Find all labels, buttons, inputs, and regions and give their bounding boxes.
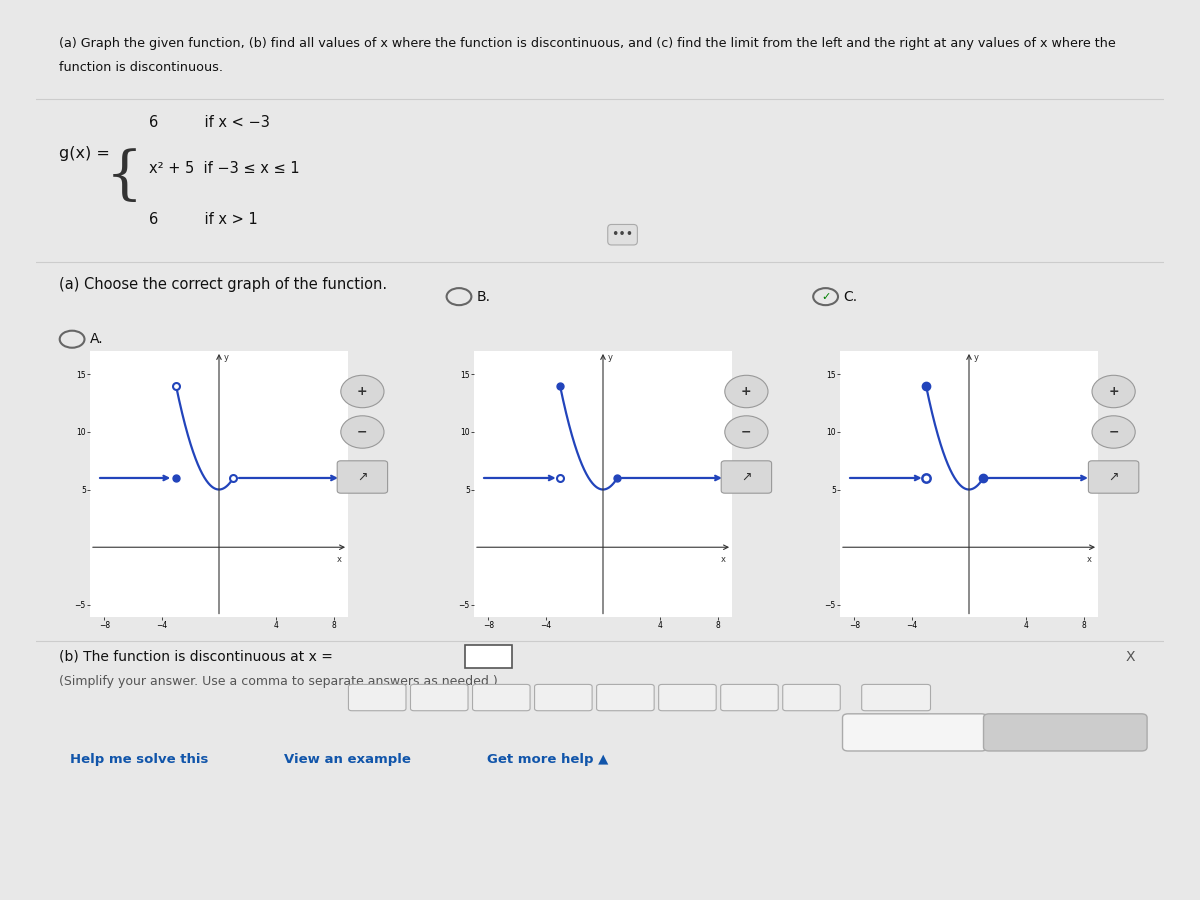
Text: A.: A. [90,332,103,347]
Text: −: − [1109,426,1118,438]
Text: (a) Choose the correct graph of the function.: (a) Choose the correct graph of the func… [59,277,386,292]
Text: {: { [106,148,143,204]
FancyBboxPatch shape [410,684,468,711]
Text: ▤: ▤ [434,693,444,703]
Text: y: y [973,353,978,362]
FancyBboxPatch shape [596,684,654,711]
Text: Clear all: Clear all [889,726,941,739]
Text: 6          if x < −3: 6 if x < −3 [149,115,270,130]
Text: •••: ••• [612,229,634,241]
Text: y: y [607,353,612,362]
FancyBboxPatch shape [842,714,986,751]
Text: x: x [720,555,726,564]
Text: g(x) =: g(x) = [59,146,109,161]
Text: −: − [358,426,367,438]
Text: √□: √□ [617,692,634,703]
FancyBboxPatch shape [534,684,592,711]
Text: +: + [358,385,367,398]
Text: B.: B. [478,290,491,303]
Text: Get more help ▲: Get more help ▲ [487,753,608,766]
FancyBboxPatch shape [473,684,530,711]
Text: x: x [1086,555,1092,564]
Text: y: y [223,353,228,362]
Text: x² + 5  if −3 ≤ x ≤ 1: x² + 5 if −3 ≤ x ≤ 1 [149,161,300,176]
Text: More: More [882,693,910,703]
FancyBboxPatch shape [721,684,779,711]
Text: (1,1): (1,1) [798,693,824,703]
Text: ■: ■ [496,693,506,703]
Text: +: + [1109,385,1118,398]
Text: x: x [336,555,342,564]
Text: (Simplify your answer. Use a comma to separate answers as needed.): (Simplify your answer. Use a comma to se… [59,675,497,688]
Text: C.: C. [844,290,858,303]
Text: ↗: ↗ [742,471,751,483]
Text: −: − [742,426,751,438]
Text: ↗: ↗ [358,471,367,483]
Text: (a) Graph the given function, (b) find all values of x where the function is dis: (a) Graph the given function, (b) find a… [59,37,1115,50]
Text: ✓: ✓ [821,292,830,302]
Text: ⁄: ⁄ [377,693,378,703]
FancyBboxPatch shape [984,714,1147,751]
FancyBboxPatch shape [659,684,716,711]
Text: (b) The function is discontinuous at x =: (b) The function is discontinuous at x = [59,650,332,663]
Text: X: X [1126,650,1135,663]
Text: function is discontinuous.: function is discontinuous. [59,60,222,74]
Text: □: □ [558,693,569,703]
Text: Help me solve this: Help me solve this [70,753,209,766]
Text: View an example: View an example [284,753,412,766]
FancyBboxPatch shape [862,684,930,711]
Text: ∛□: ∛□ [679,691,696,704]
Text: +: + [742,385,751,398]
Text: ••: •• [743,693,756,703]
Text: 6          if x > 1: 6 if x > 1 [149,212,258,227]
Text: Check answer: Check answer [1021,726,1109,739]
FancyBboxPatch shape [348,684,406,711]
FancyBboxPatch shape [464,645,512,668]
FancyBboxPatch shape [782,684,840,711]
Text: ↗: ↗ [1109,471,1118,483]
